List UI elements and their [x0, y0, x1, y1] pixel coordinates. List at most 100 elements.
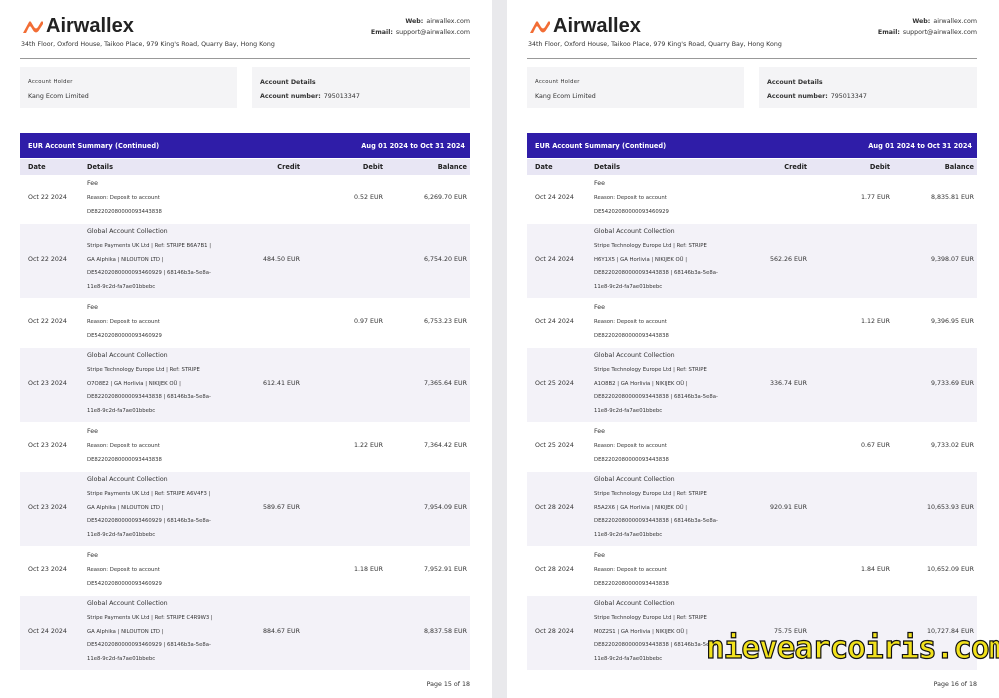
row-detail-line: Reason: Deposit to account: [87, 443, 160, 449]
row-date: Oct 28 2024: [535, 628, 574, 635]
row-detail-line: Stripe Technology Europe Ltd | Ref: STRI…: [87, 367, 200, 373]
row-detail-line: DE82202080000093443838: [87, 456, 162, 463]
row-detail-line: O7O8E2 | GA Horlivia | NIKIJEK OÜ |: [87, 380, 181, 387]
holder-label: Account Holder: [28, 79, 73, 85]
logo-text: Airwallex: [553, 15, 641, 37]
row-title: Fee: [594, 552, 606, 559]
row-title: Fee: [87, 180, 99, 187]
row-balance: 10,727.84 EUR: [926, 628, 974, 635]
row-title: Fee: [594, 304, 606, 311]
column-label: Balance: [944, 163, 974, 171]
email-value: support@airwallex.com: [902, 29, 977, 36]
row-debit: 1.18 EUR: [354, 566, 383, 573]
row-detail-line: GA Alphika | NILOUTON LTD |: [87, 628, 164, 635]
column-label: Date: [28, 163, 46, 171]
watermark: nievearcoiris.com: [705, 629, 999, 666]
address: 34th Floor, Oxford House, Taikoo Place, …: [528, 41, 782, 48]
row-detail-line: Stripe Technology Europe Ltd | Ref: STRI…: [594, 615, 707, 621]
row-credit: 612.41 EUR: [263, 380, 300, 387]
row-date: Oct 28 2024: [535, 566, 574, 573]
row-detail-line: DE54202080000093460929: [87, 332, 162, 339]
row-date: Oct 22 2024: [28, 256, 67, 263]
row-detail-line: 11e8-9c2d-fa7ae01bbebc: [87, 531, 156, 538]
column-label: Date: [535, 163, 553, 171]
row-balance: 10,652.09 EUR: [926, 566, 974, 573]
row-title: Global Account Collection: [594, 600, 675, 607]
table-row: Oct 24 2024 Global Account Collection Stri…: [527, 224, 977, 298]
table-row: Oct 23 2024 Global Account Collection Stri…: [20, 348, 470, 422]
logo-icon: [23, 21, 43, 33]
row-detail-line: R5A2X6 | GA Horlivia | NIKIJEK OÜ |: [594, 504, 688, 511]
row-detail-line: Stripe Technology Europe Ltd | Ref: STRI…: [594, 243, 707, 249]
row-title: Fee: [87, 428, 99, 435]
table-row: Oct 22 2024 Global Account Collection Stri…: [20, 224, 470, 298]
row-title: Fee: [594, 428, 606, 435]
number-label: Account number:: [767, 93, 828, 100]
table-row: Oct 25 2024 Global Account Collection Stri…: [527, 348, 977, 422]
web-label: Web:: [405, 18, 424, 25]
row-balance: 7,365.64 EUR: [423, 380, 467, 387]
table-row: Oct 24 2024 Global Account Collection Stri…: [20, 596, 470, 670]
email: Email: support@airwallex.com: [371, 29, 470, 36]
table-row: Oct 25 2024 Fee Reason: Deposit to account…: [527, 424, 977, 470]
table-row: Oct 24 2024 Fee Reason: Deposit to account…: [527, 300, 977, 346]
page: Airwallex 34th Floor, Oxford House, Taiko…: [507, 0, 999, 698]
row-credit: 884.67 EUR: [263, 628, 300, 635]
table-title-bar: EUR Account Summary (Continued) Aug 01 20…: [527, 133, 977, 158]
row-debit: 1.84 EUR: [861, 566, 890, 573]
row-balance: 6,753.23 EUR: [423, 318, 467, 325]
row-detail-line: Stripe Technology Europe Ltd | Ref: STRI…: [594, 491, 707, 497]
row-credit: 484.50 EUR: [263, 256, 300, 263]
row-detail-line: DE82202080000093443838: [87, 208, 162, 215]
row-detail-line: DE54202080000093460929 | 68146b3a-5e8a-: [87, 270, 211, 276]
row-title: Fee: [87, 304, 99, 311]
row-detail-line: 11e8-9c2d-fa7ae01bbebc: [87, 283, 156, 290]
row-title: Global Account Collection: [594, 228, 675, 235]
table-title: EUR Account Summary (Continued): [535, 142, 667, 150]
holder-label: Account Holder: [535, 79, 580, 85]
row-title: Global Account Collection: [87, 352, 168, 359]
web-value: airwallex.com: [933, 18, 977, 25]
row-date: Oct 24 2024: [28, 628, 67, 635]
row-balance: 6,269.70 EUR: [423, 194, 467, 201]
holder-value: Kang Ecom Limited: [28, 93, 89, 100]
row-debit: 0.67 EUR: [861, 442, 890, 449]
column-label: Details: [87, 163, 113, 171]
row-date: Oct 23 2024: [28, 380, 67, 387]
email-value: support@airwallex.com: [395, 29, 470, 36]
table-row: Oct 23 2024 Fee Reason: Deposit to account…: [20, 424, 470, 470]
number-value: 795013347: [830, 93, 867, 100]
web: Web: airwallex.com: [912, 18, 977, 25]
period: Aug 01 2024 to Oct 31 2024: [361, 142, 465, 150]
row-detail-line: DE54202080000093460929: [594, 208, 669, 215]
row-detail-line: GA Alphika | NILOUTON LTD |: [87, 504, 164, 511]
details-label: Account Details: [260, 79, 316, 86]
row-title: Fee: [87, 552, 99, 559]
divider: [527, 58, 977, 59]
logo-icon: [530, 21, 550, 33]
column-label: Debit: [362, 163, 383, 171]
row-balance: 8,837.58 EUR: [423, 628, 467, 635]
table-row: Oct 28 2024 Global Account Collection Stri…: [527, 472, 977, 546]
row-detail-line: Reason: Deposit to account: [87, 195, 160, 201]
row-date: Oct 22 2024: [28, 318, 67, 325]
email-label: Email:: [370, 29, 393, 36]
account-holder-box: Account Holder Kang Ecom Limited: [20, 67, 237, 108]
row-detail-line: Stripe Technology Europe Ltd | Ref: STRI…: [594, 367, 707, 373]
row-detail-line: DE82202080000093443838 | 68146b3a-5e8a-: [87, 394, 211, 400]
row-detail-line: 11e8-9c2d-fa7ae01bbebc: [594, 531, 663, 538]
row-debit: 1.12 EUR: [861, 318, 890, 325]
row-detail-line: DE82202080000093443838: [594, 580, 669, 587]
row-balance: 6,754.20 EUR: [423, 256, 467, 263]
row-detail-line: DE82202080000093443838 | 68146b3a-5e8a-: [594, 642, 718, 648]
page-number: Page 16 of 18: [933, 681, 977, 688]
row-detail-line: Stripe Payments UK Ltd | Ref: STRIPE B6A…: [87, 243, 211, 249]
row-credit: 562.26 EUR: [770, 256, 807, 263]
row-title: Global Account Collection: [87, 600, 168, 607]
row-date: Oct 24 2024: [535, 194, 574, 201]
row-detail-line: 11e8-9c2d-fa7ae01bbebc: [87, 655, 156, 662]
table-row: Oct 24 2024 Fee Reason: Deposit to account…: [527, 176, 977, 222]
row-detail-line: DE54202080000093460929 | 68146b3a-5e8a-: [87, 642, 211, 648]
row-date: Oct 28 2024: [535, 504, 574, 511]
row-detail-line: Reason: Deposit to account: [87, 567, 160, 573]
